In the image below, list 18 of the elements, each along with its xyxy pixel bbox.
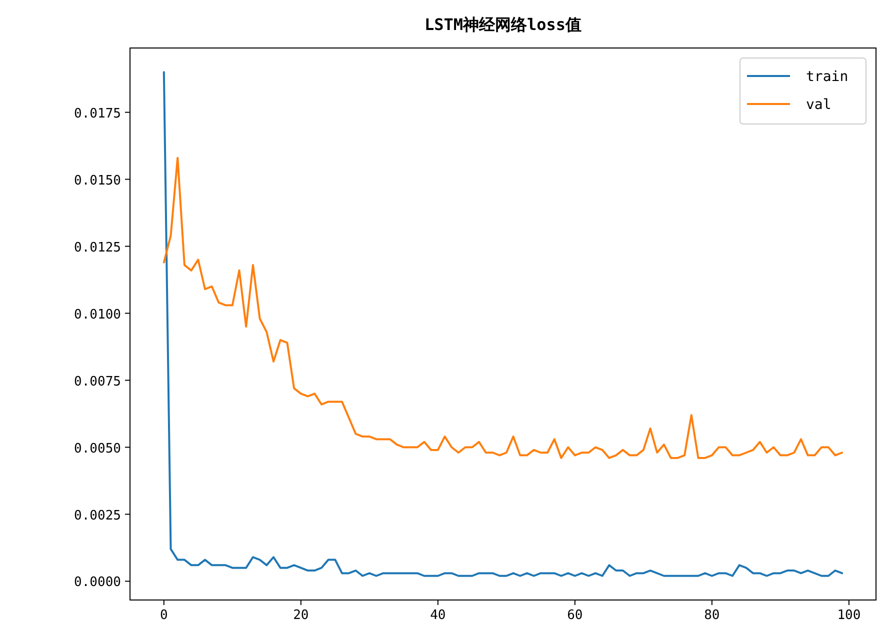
x-tick-label: 20 [293,608,309,623]
chart-title: LSTM神经网络loss值 [424,15,582,34]
y-tick-label: 0.0175 [74,106,121,122]
y-tick-label: 0.0050 [74,441,121,456]
y-tick-label: 0.0100 [74,307,121,322]
y-tick-label: 0.0025 [74,508,121,524]
legend-label: val [806,97,832,113]
x-tick-label: 40 [430,608,446,623]
legend-label: train [806,69,848,85]
y-tick-label: 0.0150 [74,173,121,188]
x-tick-label: 0 [160,608,168,623]
line-series [162,156,844,459]
y-tick-label: 0.0075 [74,374,121,390]
y-tick-label: 0.0000 [74,575,121,590]
x-tick-label: 60 [567,608,583,623]
x-tick-label: 80 [704,608,720,623]
x-tick-label: 100 [837,608,861,623]
y-tick-label: 0.0125 [74,240,121,256]
